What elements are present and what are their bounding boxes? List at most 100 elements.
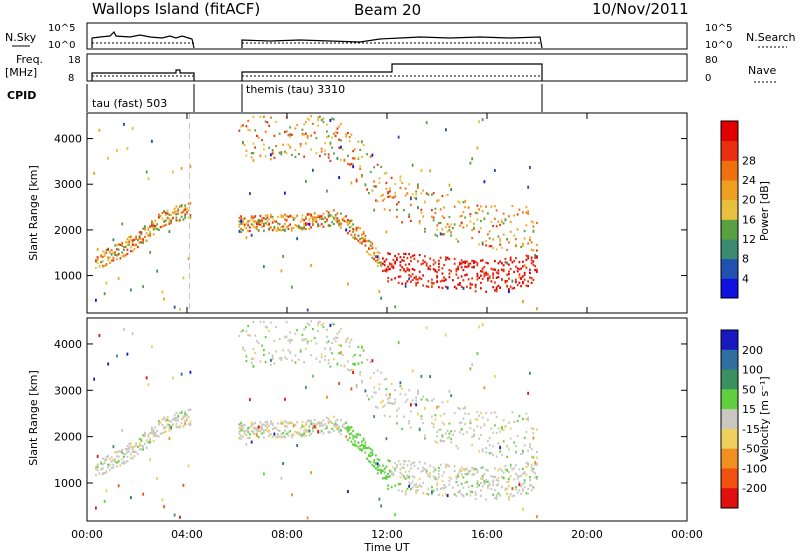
velocity-cell xyxy=(327,418,330,421)
power-cell xyxy=(359,165,362,168)
velocity-cell xyxy=(378,464,381,467)
velocity-cell xyxy=(175,416,178,420)
power-cell xyxy=(488,276,491,279)
velocity-cell xyxy=(133,455,136,458)
power-cell xyxy=(361,140,363,144)
velocity-cell xyxy=(396,463,398,467)
power-cell xyxy=(485,240,488,243)
velocity-cell xyxy=(305,326,307,329)
power-cell xyxy=(469,220,472,223)
power-cell xyxy=(390,196,393,199)
power-cell xyxy=(396,258,398,261)
velocity-cell xyxy=(411,475,414,478)
power-cell xyxy=(490,267,493,270)
power-cell xyxy=(291,285,293,289)
power-cell xyxy=(525,254,528,257)
velocity-cell xyxy=(436,483,439,486)
velocity-cell xyxy=(452,433,454,436)
velocity-cell xyxy=(184,414,187,418)
power-cell xyxy=(338,138,341,141)
power-cell xyxy=(445,258,447,262)
velocity-cell xyxy=(301,433,304,437)
velocity-cell xyxy=(455,480,458,484)
velocity-cell xyxy=(361,381,363,384)
velocity-cell xyxy=(485,447,488,450)
power-cell xyxy=(459,282,461,285)
velocity-cell xyxy=(121,450,124,453)
velocity-cell xyxy=(268,434,271,437)
velocity-cell xyxy=(478,437,481,440)
power-cell xyxy=(494,289,496,292)
velocity-cell xyxy=(347,429,349,433)
power-cell xyxy=(322,117,325,120)
power-cell xyxy=(317,119,320,122)
velocity-cell xyxy=(180,411,183,414)
velocity-cell xyxy=(373,386,376,389)
velocity-cell xyxy=(480,466,482,469)
velocity-cell xyxy=(501,486,503,489)
power-cell xyxy=(394,260,397,264)
power-cell xyxy=(483,217,486,221)
velocity-cell xyxy=(476,485,479,488)
velocity-cell xyxy=(327,362,330,365)
velocity-cell xyxy=(173,513,176,517)
velocity-cell xyxy=(156,434,159,437)
power-cell xyxy=(492,273,495,277)
power-cell xyxy=(394,192,397,195)
velocity-cell xyxy=(411,399,414,402)
power-cell xyxy=(487,279,489,282)
power-cell xyxy=(464,274,467,277)
velocity-cell xyxy=(240,424,243,427)
velocity-cell xyxy=(354,435,356,438)
power-cell xyxy=(163,297,166,301)
velocity-cell xyxy=(285,357,288,360)
power-cell xyxy=(326,136,328,139)
velocity-cell xyxy=(172,418,174,421)
velocity-cell xyxy=(140,439,143,442)
velocity-cell xyxy=(432,466,435,469)
power-cell xyxy=(282,225,285,228)
power-cell xyxy=(100,255,103,258)
velocity-cell xyxy=(466,480,468,484)
power-cell xyxy=(418,276,421,279)
power-cell xyxy=(485,273,488,276)
power-cell xyxy=(131,239,134,242)
velocity-cell xyxy=(254,433,257,436)
power-cell xyxy=(348,163,351,166)
velocity-cell xyxy=(382,400,384,403)
power-cell xyxy=(329,224,332,227)
velocity-cell xyxy=(497,483,500,486)
power-cell xyxy=(121,243,124,246)
velocity-cell xyxy=(245,359,248,363)
power-cell xyxy=(396,256,398,260)
power-cell xyxy=(243,143,246,147)
power-cell xyxy=(361,236,363,240)
power-cell xyxy=(263,229,265,232)
power-cell xyxy=(492,286,495,289)
power-cell xyxy=(399,264,402,267)
velocity-cell xyxy=(480,477,482,480)
power-cell xyxy=(518,275,521,279)
velocity-cell xyxy=(114,458,117,461)
velocity-cell xyxy=(338,429,341,432)
power-cell xyxy=(98,128,101,132)
power-cell xyxy=(254,146,257,149)
power-cell xyxy=(432,259,435,262)
velocity-cell xyxy=(170,428,173,431)
power-cell xyxy=(270,116,272,119)
power-cell xyxy=(424,255,426,258)
power-cell xyxy=(445,225,447,229)
power-cell xyxy=(436,199,439,203)
velocity-cell xyxy=(455,477,458,480)
nsky-trace xyxy=(91,30,543,49)
velocity-cell xyxy=(319,360,321,363)
velocity-cell xyxy=(138,442,141,445)
velocity-cell xyxy=(529,483,531,487)
velocity-cell xyxy=(481,485,484,488)
power-cell xyxy=(299,226,302,229)
power-cell xyxy=(509,258,512,262)
power-cell xyxy=(121,222,124,226)
velocity-cell xyxy=(366,446,369,450)
velocity-cell xyxy=(142,446,145,449)
freq-trace xyxy=(91,63,543,81)
